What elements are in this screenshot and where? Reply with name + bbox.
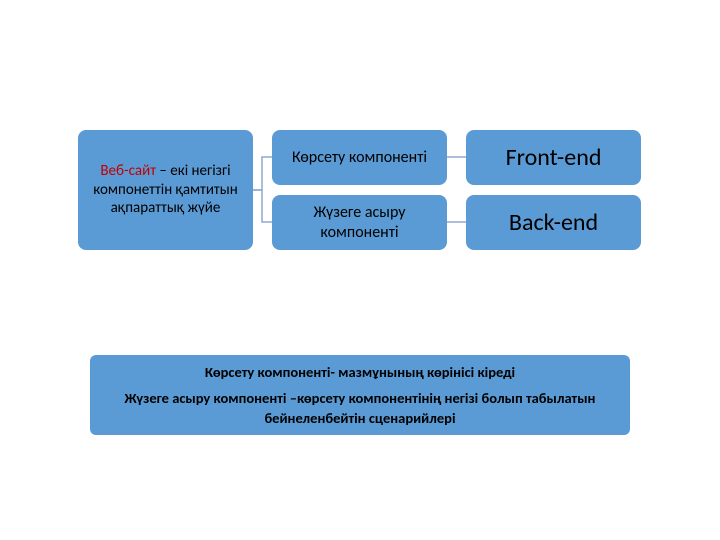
node-bot-right: Back-end (466, 195, 641, 250)
footer-line1: Көрсету компоненті- мазмұнының көрінісі … (205, 362, 515, 382)
edge-root-topmid (253, 157, 272, 190)
node-top-right: Front-end (466, 130, 641, 185)
edge-root-botmid (253, 190, 272, 222)
node-top-mid: Көрсету компоненті (272, 130, 447, 185)
node-bot-right-text: Back-end (509, 208, 598, 238)
connectors-layer (0, 0, 720, 540)
footer-block: Көрсету компоненті- мазмұнының көрінісі … (90, 355, 630, 435)
node-bot-mid: Жүзеге асыру компоненті (272, 195, 447, 250)
node-root-highlight: Веб-сайт (100, 162, 156, 180)
node-root: Веб-сайт – екі негізгі компонеттін қамти… (78, 130, 253, 250)
node-top-right-text: Front-end (506, 143, 602, 173)
node-bot-mid-text: Жүзеге асыру компоненті (282, 203, 437, 243)
diagram-stage: Веб-сайт – екі негізгі компонеттін қамти… (0, 0, 720, 540)
node-root-text: Веб-сайт – екі негізгі компонеттін қамти… (88, 162, 243, 218)
node-top-mid-text: Көрсету компоненті (292, 148, 427, 168)
footer-line2: Жүзеге асыру компоненті –көрсету компоне… (104, 388, 616, 429)
